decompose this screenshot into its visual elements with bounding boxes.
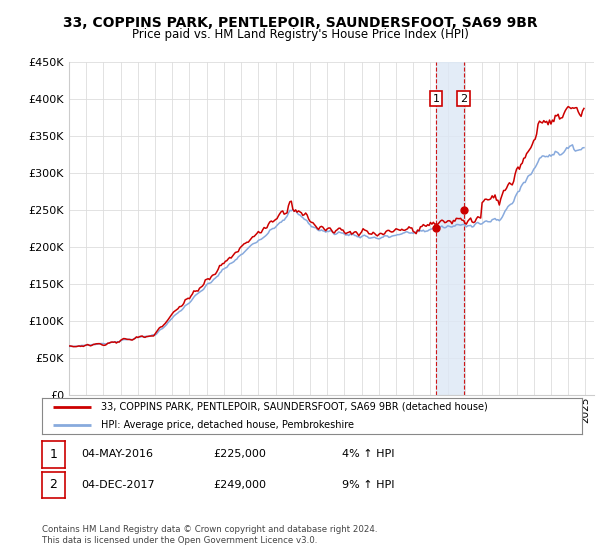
Text: 9% ↑ HPI: 9% ↑ HPI (342, 480, 395, 490)
Text: 4% ↑ HPI: 4% ↑ HPI (342, 449, 395, 459)
Text: £249,000: £249,000 (213, 480, 266, 490)
Text: 33, COPPINS PARK, PENTLEPOIR, SAUNDERSFOOT, SA69 9BR: 33, COPPINS PARK, PENTLEPOIR, SAUNDERSFO… (62, 16, 538, 30)
Text: £225,000: £225,000 (213, 449, 266, 459)
Text: 04-DEC-2017: 04-DEC-2017 (81, 480, 155, 490)
Text: 1: 1 (49, 447, 58, 461)
Bar (436, 62, 464, 395)
Text: Contains HM Land Registry data © Crown copyright and database right 2024.
This d: Contains HM Land Registry data © Crown c… (42, 525, 377, 545)
Text: 33, COPPINS PARK, PENTLEPOIR, SAUNDERSFOOT, SA69 9BR (detached house): 33, COPPINS PARK, PENTLEPOIR, SAUNDERSFO… (101, 402, 488, 412)
Text: 1: 1 (433, 94, 440, 104)
Text: 04-MAY-2016: 04-MAY-2016 (81, 449, 153, 459)
Text: 2: 2 (49, 478, 58, 492)
Text: 2: 2 (460, 94, 467, 104)
Text: Price paid vs. HM Land Registry's House Price Index (HPI): Price paid vs. HM Land Registry's House … (131, 28, 469, 41)
Text: HPI: Average price, detached house, Pembrokeshire: HPI: Average price, detached house, Pemb… (101, 420, 355, 430)
